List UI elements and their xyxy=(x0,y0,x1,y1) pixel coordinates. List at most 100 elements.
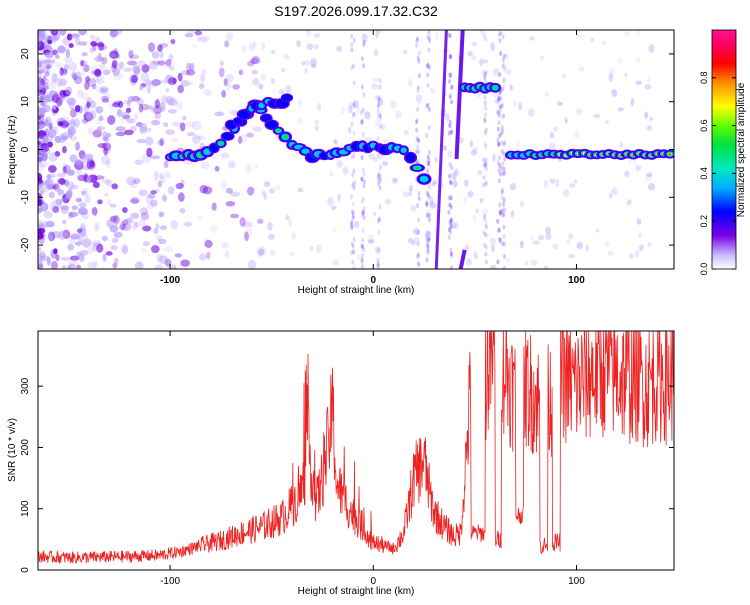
spectrogram-noise-blob xyxy=(445,113,450,122)
spectrogram-noise-blob xyxy=(168,98,178,107)
spectrogram-noise-blob xyxy=(78,202,87,208)
spectrogram-noise-blob xyxy=(309,245,314,252)
spectrogram-noise-blob xyxy=(141,248,146,253)
spectrogram-streak xyxy=(449,217,453,223)
spectrogram-noise-blob xyxy=(60,116,69,121)
spectrogram-noise-blob xyxy=(38,107,47,115)
spectrogram-noise-blob xyxy=(113,257,119,265)
spectrogram-noise-blob xyxy=(433,179,438,185)
spectrogram-noise-blob xyxy=(202,69,207,74)
spectrogram-noise-blob xyxy=(404,129,409,136)
spectrogram-noise-blob xyxy=(151,79,162,86)
spectrogram-noise-blob xyxy=(43,92,51,103)
spectrogram-noise-blob xyxy=(56,172,66,178)
spectrogram-noise-blob xyxy=(50,30,59,36)
spectrogram-noise-blob xyxy=(219,60,224,67)
spectrogram-noise-blob xyxy=(527,108,535,118)
spectrogram-streak xyxy=(362,210,366,216)
spectrogram-noise-blob xyxy=(479,198,484,203)
spectrogram-noise-blob xyxy=(48,152,59,162)
spectrogram-noise-blob xyxy=(97,142,107,149)
spectrogram-streak xyxy=(496,160,500,166)
colorbar-label: Normalized spectral amplitude xyxy=(736,82,747,217)
spectrogram-noise-blob xyxy=(463,196,468,204)
spectrogram-streak xyxy=(351,216,355,222)
spectrogram-streak xyxy=(378,174,382,180)
spectrogram-streak xyxy=(499,96,503,102)
spectrogram-noise-blob xyxy=(118,224,126,230)
spectrogram-streak xyxy=(377,245,381,251)
spectrogram-noise-blob xyxy=(332,227,337,233)
spectrogram-noise-blob xyxy=(188,81,193,86)
spectrogram-noise-blob xyxy=(247,60,255,67)
spectrogram-noise-blob xyxy=(130,212,140,219)
spectrogram-noise-blob xyxy=(604,241,609,248)
spectrogram-streak xyxy=(376,257,380,263)
spectrogram-noise-blob xyxy=(361,33,368,43)
spectrogram-noise-blob xyxy=(74,104,81,113)
spectrogram-streak xyxy=(484,143,488,149)
spectrogram-streak xyxy=(415,37,419,43)
spectrogram-streak xyxy=(425,257,429,263)
spectrogram-noise-blob xyxy=(611,89,618,98)
spectrogram-noise-blob xyxy=(285,214,290,221)
spectrogram-noise-blob xyxy=(40,145,49,151)
spectrogram-streak xyxy=(417,50,421,56)
spectrogram-noise-blob xyxy=(91,83,97,90)
spectrogram-noise-blob xyxy=(38,69,45,74)
spectrogram-noise-blob xyxy=(61,264,67,269)
spectrogram-noise-blob xyxy=(38,40,45,51)
spectrogram-noise-blob xyxy=(81,68,86,76)
spectrogram-noise-blob xyxy=(140,103,150,111)
spectrogram-streak xyxy=(351,249,355,255)
spectrogram-streak xyxy=(449,72,453,78)
spectrogram-noise-blob xyxy=(38,155,43,163)
spectrogram-streak xyxy=(450,99,454,105)
spectrogram-streak xyxy=(362,183,366,189)
spectrogram-streak xyxy=(450,84,454,90)
spectrogram-streak xyxy=(351,213,355,219)
spectrogram-streak xyxy=(377,98,381,104)
spectrogram-noise-blob xyxy=(112,71,123,81)
spectrogram-streak xyxy=(427,30,431,35)
spectrogram-noise-blob xyxy=(247,260,257,269)
spectrogram-streak xyxy=(361,253,365,259)
spectrogram-noise-blob xyxy=(56,95,64,106)
spectrogram-noise-blob xyxy=(89,47,94,54)
spectrogram-noise-blob xyxy=(150,199,158,207)
spectrogram-noise-blob xyxy=(113,30,123,36)
spectrogram-noise-blob xyxy=(140,212,150,221)
spectrogram-noise-blob xyxy=(90,35,101,42)
spectrogram-noise-blob xyxy=(60,256,71,261)
spectrogram-noise-blob xyxy=(76,264,82,269)
spectrogram-noise-blob xyxy=(39,255,50,262)
spectrogram-noise-blob xyxy=(134,221,139,228)
spectrogram-y-tick-label: -20 xyxy=(20,237,31,252)
spectrogram-noise-blob xyxy=(154,264,164,269)
spectrogram-streak xyxy=(360,198,364,204)
spectrogram-noise-blob xyxy=(225,187,233,194)
spectrogram-noise-blob xyxy=(44,71,50,77)
spectrogram-noise-blob xyxy=(593,113,601,119)
spectrogram-streak xyxy=(484,127,488,133)
spectrogram-noise-blob xyxy=(296,40,301,48)
spectrogram-streak xyxy=(484,130,488,136)
spectrogram-streak xyxy=(484,71,488,77)
spectrogram-noise-blob xyxy=(372,211,377,217)
spectrogram-noise-blob xyxy=(199,35,208,44)
spectrogram-streak xyxy=(482,182,486,188)
spectrogram-noise-blob xyxy=(57,189,65,196)
spectrogram-noise-blob xyxy=(568,254,575,259)
spectrogram-noise-blob xyxy=(126,118,136,124)
spectrogram-streak xyxy=(502,212,506,218)
spectrogram-streak xyxy=(500,103,504,109)
spectrogram-noise-blob xyxy=(38,60,43,69)
spectrogram-noise-blob xyxy=(150,119,161,126)
spectrogram-streak xyxy=(426,34,430,40)
spectrogram-noise-blob xyxy=(68,238,76,244)
spectrogram-noise-blob xyxy=(157,139,164,146)
spectrogram-noise-blob xyxy=(87,261,97,269)
spectrogram-noise-blob xyxy=(38,115,42,120)
spectrogram-streak xyxy=(501,171,505,177)
spectrogram-streak xyxy=(352,236,356,242)
